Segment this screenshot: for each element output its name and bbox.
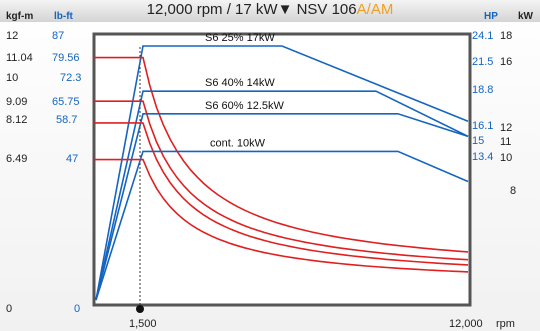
kw-tick: 8 (510, 185, 517, 197)
hp-tick: 16.1 (472, 120, 494, 132)
kgfm-axis-label: kgf-m (6, 11, 34, 22)
series-label: cont. 10kW (210, 137, 266, 149)
kw-tick: 10 (500, 152, 513, 164)
power-curve (95, 112, 469, 301)
kgfm-tick: 12 (6, 30, 19, 42)
torque-curve (94, 158, 469, 273)
lbft-tick: 65.75 (52, 96, 80, 108)
series-labels-layer: S6 25% 17kW S6 40% 14kW S6 60% 12.5kW cont.… (205, 32, 284, 149)
hp-axis-label: HP (484, 11, 498, 22)
x-tick-max-speed: 12,000 (449, 318, 483, 330)
title-slash: / (366, 1, 371, 18)
torque-curve (94, 122, 469, 266)
kw-tick: 18 (500, 30, 513, 42)
hp-tick: 24.1 (472, 30, 494, 42)
power-curve (95, 45, 469, 301)
hp-tick: 15 (472, 135, 485, 147)
kgfm-tick: 6.49 (6, 153, 28, 165)
hp-tick: 13.4 (472, 151, 494, 163)
lbft-tick: 0 (74, 303, 81, 315)
lbft-tick: 87 (52, 30, 65, 42)
lbft-tick: 47 (66, 153, 79, 165)
x-tick-base-speed: 1,500 (129, 318, 157, 330)
lbft-tick: 58.7 (56, 114, 78, 126)
x-axis-unit: rpm (496, 318, 515, 330)
kgfm-tick: 11.04 (6, 52, 33, 64)
kgfm-tick: 9.09 (6, 96, 28, 108)
plot-frame (92, 32, 472, 307)
series-label: S6 40% 14kW (205, 77, 275, 89)
kgfm-tick: 8.12 (6, 114, 28, 126)
hp-tick: 21.5 (472, 56, 494, 68)
series-label: S6 25% 17kW (205, 32, 275, 44)
power-curve (95, 90, 469, 301)
hp-tick: 18.8 (472, 84, 494, 96)
title-suffix-am: AM (370, 1, 394, 18)
title-bar (0, 0, 540, 22)
torque-curve (94, 100, 469, 261)
lbft-axis-label: lb-ft (54, 11, 73, 22)
title-main: 12,000 rpm / 17 kW▼ NSV 106 (146, 1, 357, 18)
torque-curve (94, 56, 469, 253)
curves-layer (94, 45, 469, 301)
chart-title: 12,000 rpm / 17 kW▼ NSV 106A/AM (0, 1, 540, 18)
kw-tick: 11 (500, 136, 512, 148)
series-label: S6 60% 12.5kW (205, 100, 284, 112)
kgfm-tick: 0 (6, 303, 13, 315)
power-curve (95, 150, 469, 301)
base-speed-marker (136, 305, 144, 313)
kw-tick: 12 (500, 122, 513, 134)
kw-axis-label: kW (518, 11, 533, 22)
lbft-tick: 79.56 (52, 52, 80, 64)
kw-tick: 16 (500, 56, 513, 68)
title-suffix-a: A (356, 1, 367, 18)
lbft-tick: 72.3 (60, 72, 82, 84)
kgfm-tick: 10 (6, 72, 19, 84)
